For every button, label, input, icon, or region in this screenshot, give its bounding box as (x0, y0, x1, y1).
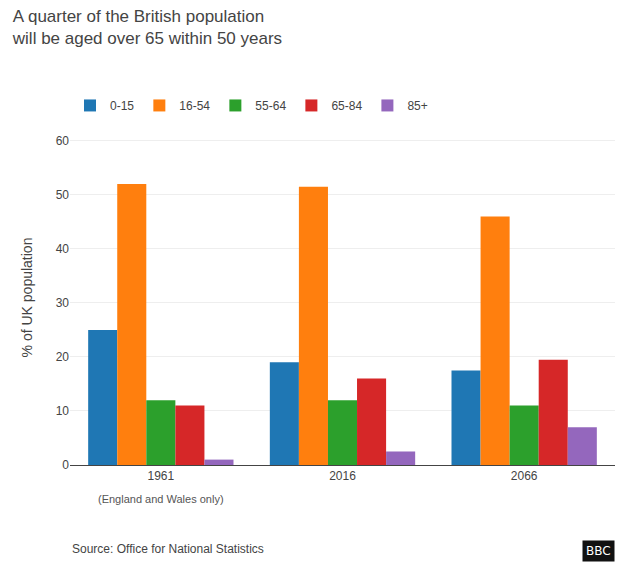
svg-text:2066: 2066 (511, 469, 538, 483)
svg-text:50: 50 (56, 188, 70, 202)
svg-text:0: 0 (62, 458, 69, 472)
svg-text:0-15: 0-15 (110, 99, 134, 113)
svg-text:(England and Wales only): (England and Wales only) (98, 493, 224, 505)
svg-text:60: 60 (56, 134, 70, 148)
svg-text:65-84: 65-84 (331, 99, 362, 113)
svg-text:55-64: 55-64 (255, 99, 286, 113)
svg-text:2016: 2016 (329, 469, 356, 483)
svg-text:Source: Office for National St: Source: Office for National Statistics (72, 542, 264, 556)
svg-text:1961: 1961 (147, 469, 174, 483)
svg-text:40: 40 (56, 242, 70, 256)
svg-text:BBC: BBC (586, 544, 611, 558)
svg-text:85+: 85+ (407, 99, 427, 113)
svg-text:30: 30 (56, 296, 70, 310)
svg-text:% of UK population: % of UK population (19, 238, 35, 358)
svg-text:10: 10 (56, 404, 70, 418)
svg-text:A quarter of the British popul: A quarter of the British populationwill … (12, 7, 282, 48)
svg-text:16-54: 16-54 (179, 99, 210, 113)
svg-text:20: 20 (56, 350, 70, 364)
